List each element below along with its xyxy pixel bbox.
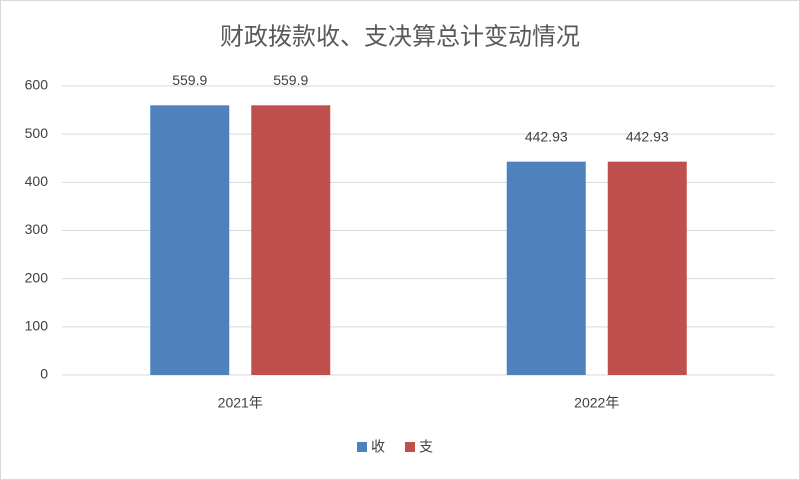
data-label: 559.9 [273,72,308,88]
y-tick-label: 300 [25,221,49,237]
x-tick-label: 2021年 [218,395,263,411]
chart-title: 财政拨款收、支决算总计变动情况 [220,23,580,50]
y-tick-label: 600 [25,77,49,93]
data-label: 442.93 [525,128,568,144]
legend-label: 收 [371,439,385,455]
x-tick-label: 2022年 [574,395,619,411]
y-tick-label: 400 [25,173,49,189]
bar [251,105,331,376]
legend-swatch [357,442,367,452]
bar [506,161,586,375]
data-label: 559.9 [172,72,207,88]
y-tick-label: 0 [40,366,48,382]
legend-swatch [405,442,415,452]
bar [150,105,230,376]
y-tick-label: 200 [25,269,49,285]
data-label: 442.93 [626,128,669,144]
legend-label: 支 [419,439,433,455]
y-tick-label: 500 [25,125,49,141]
bar [607,161,687,375]
y-tick-label: 100 [25,318,49,334]
